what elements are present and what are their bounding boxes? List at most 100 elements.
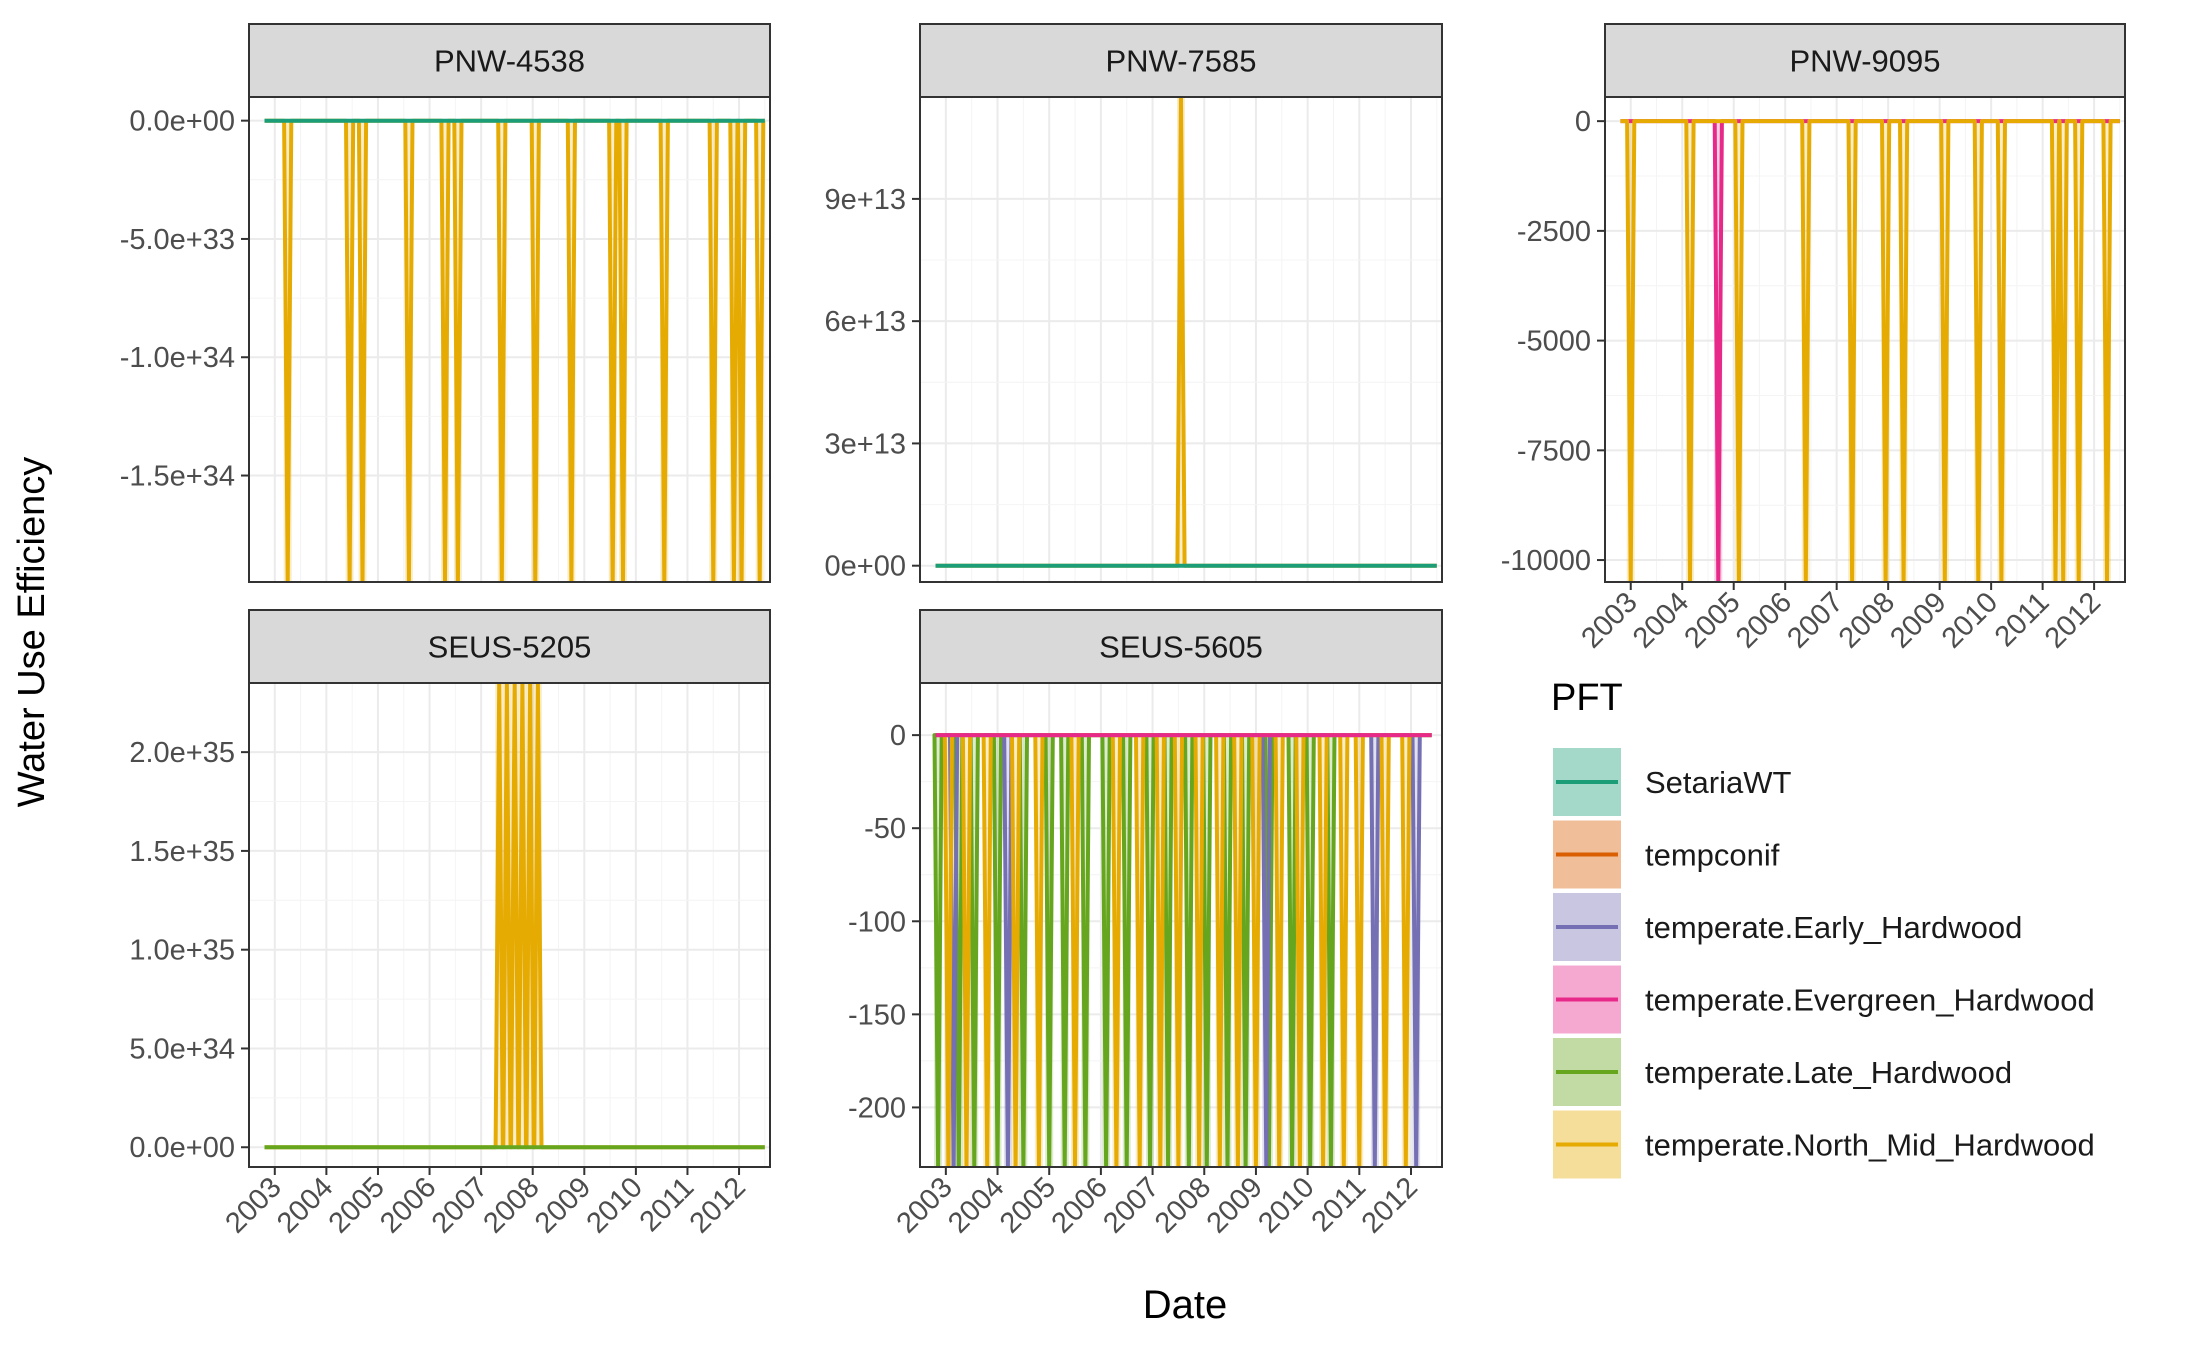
- panel-border: [248, 682, 771, 1168]
- data-layer: [264, 683, 765, 1150]
- series-line: [1620, 119, 2120, 582]
- x-tick-label: 2009: [1884, 586, 1952, 654]
- x-tick-label: 2010: [1936, 586, 2004, 654]
- facet-strip: [1604, 23, 2126, 98]
- legend-item: temperate.Late_Hardwood: [1553, 1038, 2012, 1106]
- facet-strip: [919, 609, 1443, 684]
- y-tick-label: -5000: [1517, 326, 1591, 358]
- x-tick-label: 2010: [1252, 1171, 1320, 1239]
- y-tick-label: -2500: [1517, 216, 1591, 248]
- data-layer: [932, 733, 1432, 1167]
- panel-border: [919, 682, 1443, 1168]
- x-tick-label: 2005: [323, 1171, 391, 1239]
- y-tick-label: 1.0e+35: [129, 935, 235, 967]
- panel-border: [1604, 96, 2126, 583]
- panel-pnw-9095: PNW-90950-2500-5000-7500-100002003200420…: [1501, 23, 2126, 655]
- legend-label: temperate.Evergreen_Hardwood: [1645, 983, 2095, 1018]
- legend-label: temperate.Early_Hardwood: [1645, 910, 2022, 945]
- y-tick-label: 5.0e+34: [129, 1033, 235, 1065]
- panel-border: [919, 96, 1443, 583]
- panel-seus-5205: SEUS-5205 0.0e+00 5.0e+34 1.0e+35 1.5e+35 2.0…: [129, 609, 771, 1240]
- data-layer: [1620, 119, 2120, 582]
- legend-item: SetariaWT: [1553, 748, 1791, 816]
- y-tick-label: -7500: [1517, 435, 1591, 467]
- x-tick-label: 2005: [1678, 586, 1746, 654]
- y-tick-label: 0.0e+00: [129, 106, 235, 138]
- legend-label: temperate.North_Mid_Hardwood: [1645, 1128, 2095, 1163]
- x-tick-label: 2008: [1149, 1171, 1217, 1239]
- facet-title: PNW-4538: [434, 44, 585, 79]
- panel-pnw-4538: PNW-4538 0.0e+00 -5.0e+33 -1.0e+34 -1.5e+34: [120, 23, 771, 583]
- x-tick-label: 2009: [529, 1171, 597, 1239]
- facet-strip: [248, 23, 771, 98]
- x-tick-label: 2006: [1730, 586, 1798, 654]
- x-tick-label: 2005: [994, 1171, 1062, 1239]
- data-layer: [264, 118, 766, 582]
- x-tick-label: 2011: [1306, 1171, 1373, 1238]
- y-tick-label: -150: [848, 999, 906, 1031]
- x-tick-label: 2004: [1627, 586, 1695, 654]
- y-tick-label: -5.0e+33: [120, 224, 235, 256]
- legend-item: temperate.North_Mid_Hardwood: [1553, 1110, 2095, 1179]
- x-tick-label: 2010: [581, 1171, 649, 1239]
- y-tick-label: 6e+13: [825, 306, 906, 338]
- facet-strip: [919, 23, 1443, 98]
- x-tick-label: 2012: [684, 1171, 752, 1239]
- y-tick-label: 0: [1575, 106, 1591, 138]
- y-tick-label: 0e+00: [825, 551, 906, 583]
- y-tick-label: 2.0e+35: [129, 737, 235, 769]
- x-tick-label: 2011: [634, 1171, 701, 1238]
- y-tick-label: -200: [848, 1092, 906, 1124]
- y-tick-label: 9e+13: [825, 184, 906, 216]
- x-tick-label: 2008: [477, 1171, 545, 1239]
- x-tick-label: 2003: [1575, 586, 1643, 654]
- panel-seus-5605: SEUS-56050-50-100-150-200200320042005200…: [848, 609, 1443, 1240]
- y-tick-label: 0.0e+00: [129, 1132, 235, 1164]
- x-tick-label: 2011: [1989, 586, 2056, 653]
- y-tick-label: -10000: [1501, 545, 1591, 577]
- y-tick-label: -100: [848, 906, 906, 938]
- x-tick-label: 2008: [1833, 586, 1901, 654]
- y-tick-label: -50: [864, 813, 906, 845]
- x-tick-label: 2004: [271, 1171, 339, 1239]
- panel-background: [249, 97, 770, 582]
- legend-item: temperate.Early_Hardwood: [1553, 893, 2022, 961]
- panel-border: [248, 96, 771, 583]
- panel-pnw-7585: PNW-7585 0e+00 3e+13 6e+13 9e+13: [825, 23, 1443, 583]
- x-tick-label: 2007: [1097, 1171, 1165, 1239]
- y-tick-label: -1.0e+34: [120, 342, 235, 374]
- series-line: [935, 733, 1432, 1167]
- y-tick-label: 0: [890, 720, 906, 752]
- y-tick-label: 3e+13: [825, 428, 906, 460]
- x-tick-label: 2007: [1781, 586, 1849, 654]
- x-tick-label: 2006: [1046, 1171, 1114, 1239]
- y-axis-label: Water Use Efficiency: [11, 457, 53, 808]
- facet-strip: [248, 609, 771, 684]
- facet-title: SEUS-5605: [1099, 630, 1263, 665]
- facet-title: PNW-7585: [1105, 44, 1256, 79]
- legend-label: SetariaWT: [1645, 765, 1791, 800]
- facet-title: SEUS-5205: [428, 630, 592, 665]
- x-tick-label: 2004: [942, 1171, 1010, 1239]
- x-tick-label: 2009: [1201, 1171, 1269, 1239]
- x-tick-label: 2003: [219, 1171, 287, 1239]
- legend-item: temperate.Evergreen_Hardwood: [1553, 965, 2095, 1034]
- x-tick-label: 2012: [2039, 586, 2107, 654]
- series-line: [935, 733, 1432, 1167]
- x-tick-label: 2007: [426, 1171, 494, 1239]
- legend-label: tempconif: [1645, 838, 1780, 873]
- legend-title: PFT: [1551, 677, 1623, 719]
- facet-title: PNW-9095: [1789, 44, 1940, 79]
- legend-item: tempconif: [1553, 820, 1780, 889]
- x-axis-label: Date: [1143, 1283, 1228, 1327]
- x-tick-label: 2003: [891, 1171, 959, 1239]
- x-tick-label: 2012: [1356, 1171, 1424, 1239]
- x-tick-label: 2006: [374, 1171, 442, 1239]
- y-tick-label: -1.5e+34: [120, 461, 235, 493]
- y-tick-label: 1.5e+35: [129, 836, 235, 868]
- legend-label: temperate.Late_Hardwood: [1645, 1055, 2012, 1090]
- legend: SetariaWT tempconif temperate.Early_Hardwo…: [1553, 748, 2095, 1179]
- data-layer: [935, 97, 1437, 568]
